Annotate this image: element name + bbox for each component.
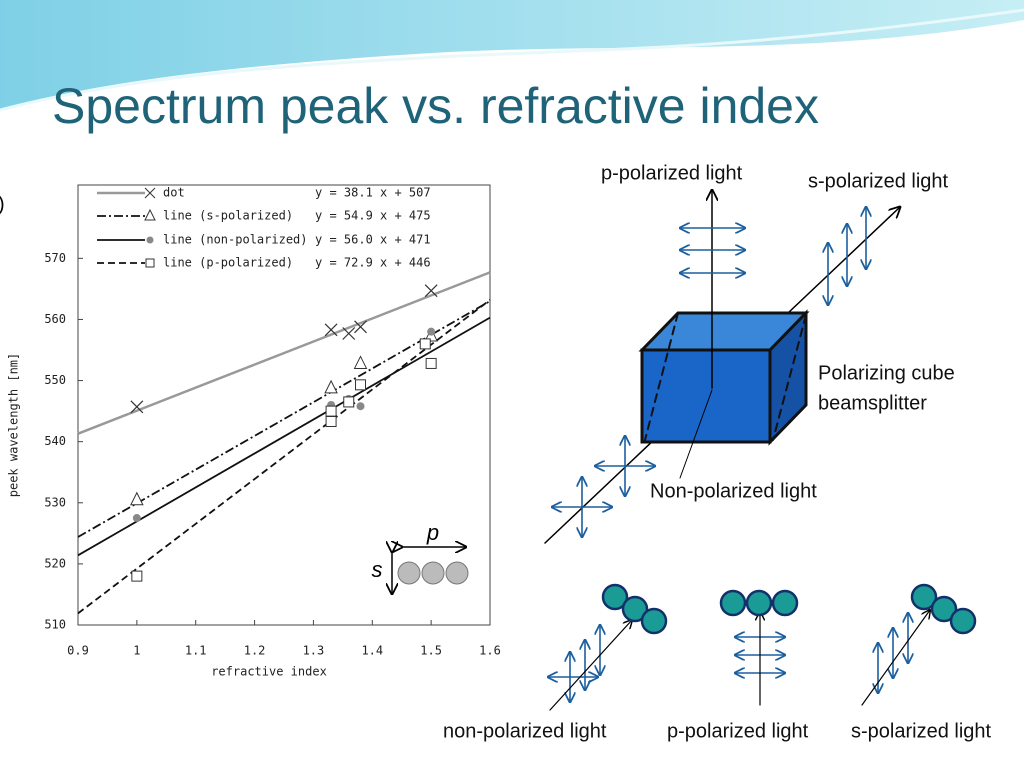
- beam-in: [679, 389, 713, 479]
- legend-equation: y = 56.0 x + 471: [315, 233, 431, 247]
- chart: ) 0.9 1 1.1 1.2 1.3 1.4 1.5 1.6 510 520 530 540 550 56…: [0, 184, 501, 679]
- fit-line: [77, 299, 491, 615]
- legend-marker: [144, 187, 156, 199]
- point: [130, 400, 144, 414]
- point: [325, 416, 337, 427]
- point: [130, 491, 144, 506]
- cube-diagonal: [644, 312, 679, 441]
- y-tick-label: 550: [44, 373, 66, 387]
- legend-label: dot: [163, 186, 185, 200]
- legend-equation: y = 72.9 x + 446: [315, 256, 431, 270]
- point: [324, 379, 338, 394]
- legend-marker: [145, 258, 155, 268]
- point: [427, 327, 436, 336]
- point: [356, 402, 365, 411]
- legend-label: line (s-polarized): [163, 209, 293, 223]
- p-label: p-polarized light: [601, 162, 743, 184]
- point: [132, 514, 141, 523]
- plot-frame: [77, 184, 491, 626]
- x-tick-label: 1.1: [185, 644, 207, 658]
- s-label: s-polarized light: [808, 170, 949, 192]
- x-axis-label: refractive index: [211, 665, 327, 679]
- input-label: Non-polarized light: [650, 480, 817, 502]
- y-tick-label: 540: [44, 434, 66, 448]
- point: [131, 570, 143, 582]
- bottom-label: p-polarized light: [667, 720, 809, 742]
- legend-label: line (p-polarized): [163, 256, 293, 270]
- legend-equation: y = 54.9 x + 475: [315, 209, 431, 223]
- x-tick-label: 1.3: [303, 644, 325, 658]
- x-tick-label: 1.4: [361, 644, 383, 658]
- bottom-label: s-polarized light: [851, 720, 992, 742]
- fit-line: [77, 271, 491, 435]
- point: [342, 327, 356, 340]
- point: [424, 284, 438, 298]
- x-tick-label: 0.9: [67, 644, 89, 658]
- point: [419, 338, 431, 350]
- diagram: p-polarized light s-polarized light Pola…: [443, 162, 992, 742]
- fit-line: [77, 316, 491, 557]
- inset-sphere: [421, 561, 445, 585]
- y-tick-label: 530: [44, 495, 66, 509]
- cube-diagonal: [772, 314, 807, 441]
- legend-marker: [146, 236, 154, 244]
- legend-equation: y = 38.1 x + 507: [315, 186, 431, 200]
- x-tick-label: 1.2: [244, 644, 266, 658]
- wave-line: [0, 8, 1024, 112]
- inset-sphere: [397, 561, 421, 585]
- legend-label: line (non-polarized): [163, 233, 308, 247]
- inset: ps: [370, 520, 470, 595]
- inset-s: s: [372, 557, 383, 582]
- legend-marker: [144, 208, 156, 221]
- point: [355, 379, 367, 391]
- panel-label: ): [0, 193, 5, 215]
- y-tick-label: 570: [44, 251, 66, 265]
- point: [325, 405, 337, 417]
- y-tick-label: 560: [44, 312, 66, 326]
- cube-front: [640, 348, 772, 444]
- header-wave: [0, 0, 1024, 110]
- bottom-label: non-polarized light: [443, 720, 607, 742]
- slide-title: Spectrum peak vs. refractive index: [52, 78, 819, 134]
- inset-box: [370, 525, 470, 595]
- y-tick-label: 510: [44, 618, 66, 632]
- point: [354, 320, 367, 334]
- point: [353, 355, 368, 369]
- cube-label: beamsplitter: [818, 392, 927, 414]
- point: [425, 357, 437, 369]
- cube-label: Polarizing cube: [818, 362, 955, 384]
- point: [343, 396, 355, 408]
- y-axis-label: peek wavelength [nm]: [7, 353, 21, 498]
- x-tick-label: 1.5: [420, 644, 442, 658]
- point: [324, 323, 338, 337]
- x-tick-label: 1: [133, 644, 140, 658]
- inset-sphere: [445, 561, 469, 585]
- inset-p: p: [426, 520, 439, 545]
- x-tick-label: 1.6: [479, 644, 501, 658]
- y-tick-label: 520: [44, 556, 66, 570]
